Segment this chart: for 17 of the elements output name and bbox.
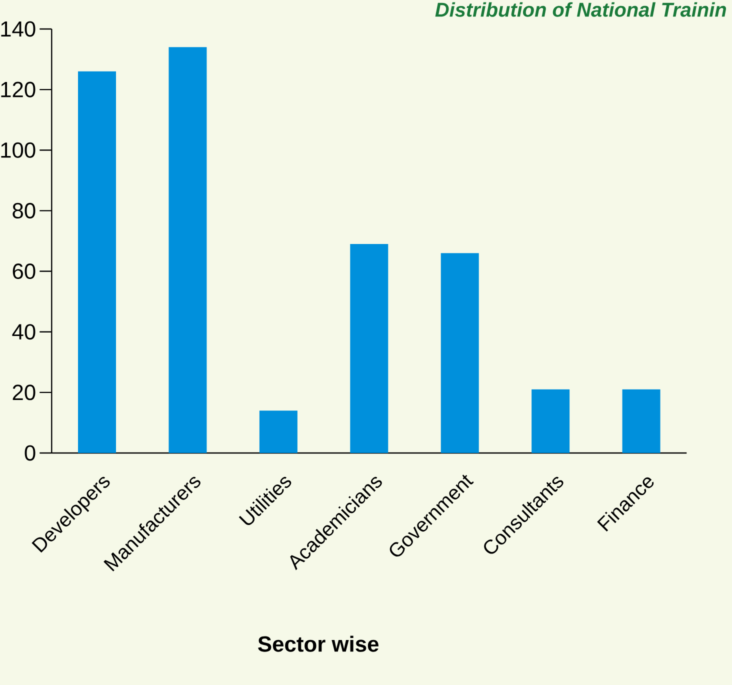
y-tick-label: 20 — [12, 384, 36, 400]
bar — [622, 389, 660, 453]
x-axis-title: Sector wise — [258, 636, 378, 652]
y-tick-label: 140 — [1, 21, 36, 37]
bar — [259, 410, 298, 453]
bar — [78, 71, 116, 453]
bar — [532, 389, 570, 453]
y-tick-label: 120 — [1, 82, 36, 98]
bar — [168, 47, 207, 453]
y-tick-label: 60 — [12, 264, 36, 280]
y-tick-label: 40 — [12, 324, 36, 340]
chart-title: Distribution of National Trainin — [435, 2, 726, 17]
y-tick-label: 80 — [12, 202, 36, 218]
bar — [350, 244, 388, 453]
y-tick-label: 100 — [1, 142, 36, 158]
bar — [440, 253, 479, 453]
y-tick-label: 0 — [24, 445, 36, 461]
